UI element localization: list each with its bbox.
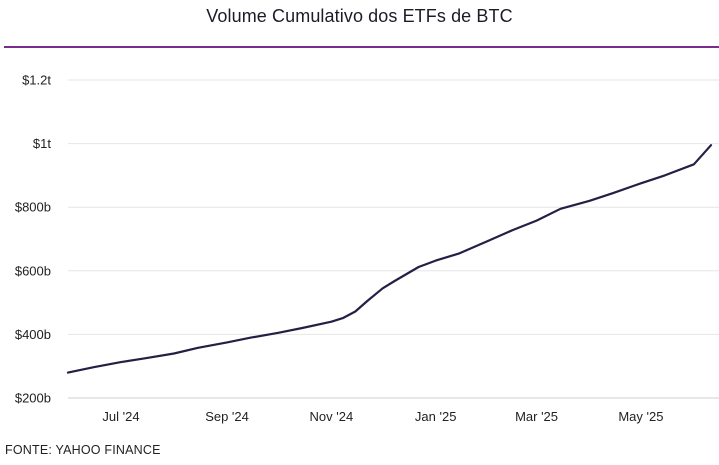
title-divider <box>4 46 719 48</box>
y-tick-label: $600b <box>15 263 51 278</box>
y-tick-label: $800b <box>15 200 51 215</box>
source-note: FONTE: YAHOO FINANCE <box>5 443 161 457</box>
series-group <box>66 144 713 374</box>
y-tick-label: $1t <box>33 136 51 151</box>
y-tick-label: $1.2t <box>22 73 51 88</box>
x-tick-label: Jul '24 <box>102 409 139 424</box>
series-line <box>66 144 713 374</box>
x-tick-label: May '25 <box>618 409 663 424</box>
chart-title: Volume Cumulativo dos ETFs de BTC <box>206 6 513 26</box>
grid-lines <box>68 79 719 399</box>
y-axis-ticks: $200b $400b $600b $800b $1t $1.2t <box>15 73 52 406</box>
x-tick-label: Sep '24 <box>205 409 249 424</box>
x-tick-label: Jan '25 <box>415 409 457 424</box>
x-tick-label: Mar '25 <box>515 409 558 424</box>
x-tick-label: Nov '24 <box>310 409 354 424</box>
y-tick-label: $400b <box>15 327 51 342</box>
y-tick-label: $200b <box>15 391 51 406</box>
x-axis-ticks: Jul '24 Sep '24 Nov '24 Jan '25 Mar '25 May '… <box>102 409 663 424</box>
